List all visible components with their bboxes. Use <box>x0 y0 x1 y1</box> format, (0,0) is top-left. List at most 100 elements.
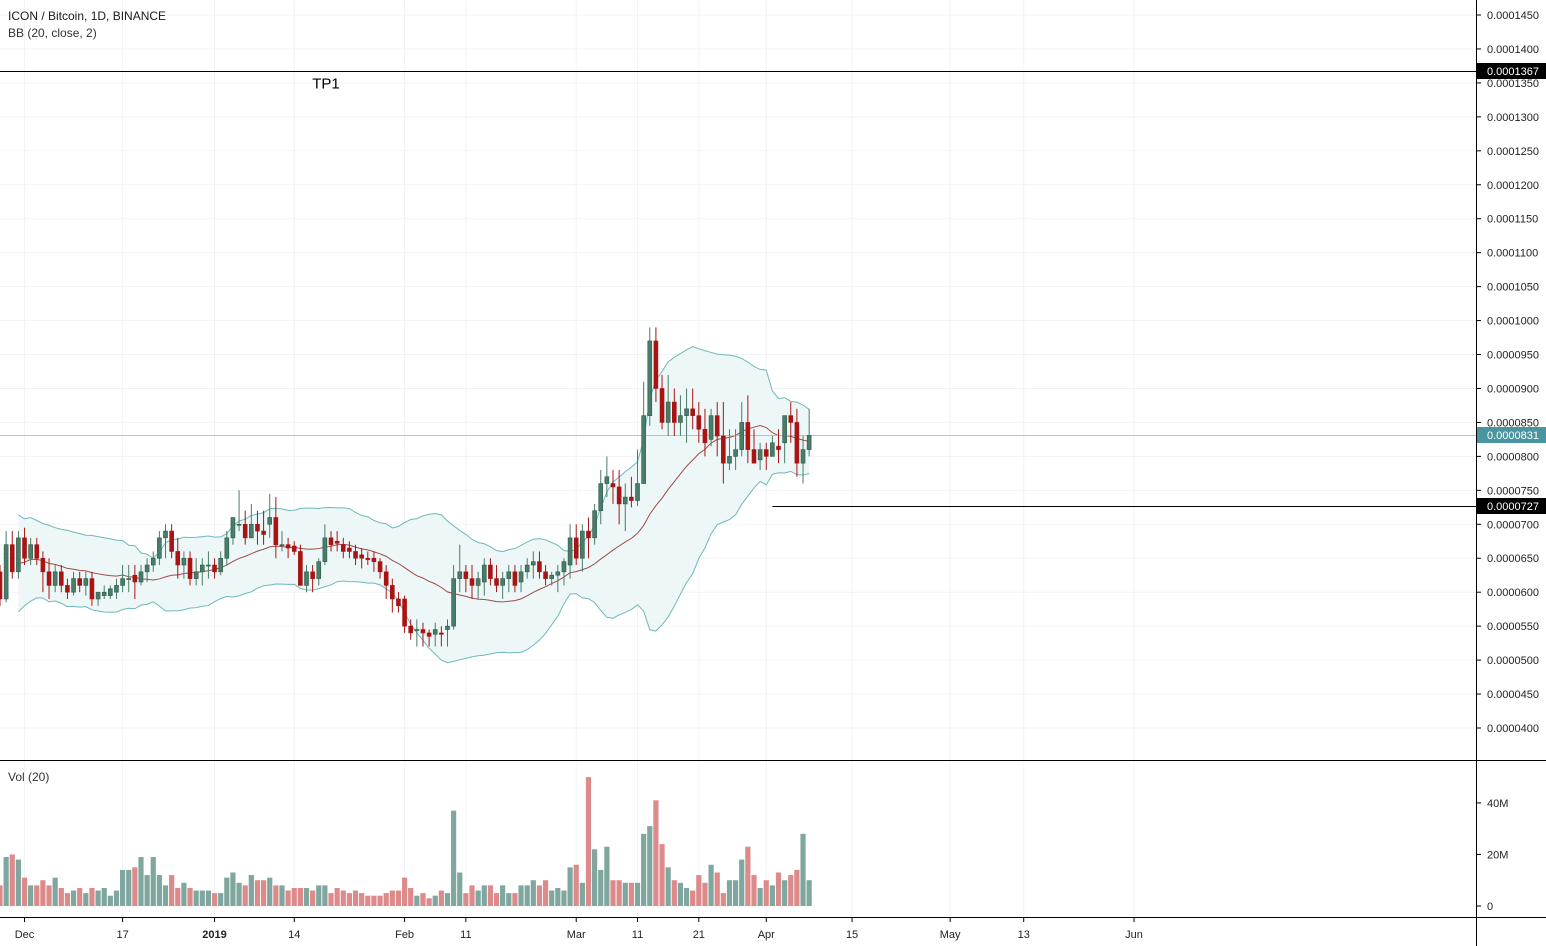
volume-bar[interactable] <box>763 880 769 906</box>
candle-body[interactable] <box>684 408 689 416</box>
volume-bar[interactable] <box>610 880 616 906</box>
candle-body[interactable] <box>157 537 162 559</box>
volume-bar[interactable] <box>469 885 475 906</box>
volume-bar[interactable] <box>132 867 138 906</box>
volume-bar[interactable] <box>696 875 702 906</box>
volume-bar[interactable] <box>518 885 524 906</box>
volume-bar[interactable] <box>126 869 132 906</box>
volume-bar[interactable] <box>383 893 389 906</box>
candle-body[interactable] <box>543 571 548 579</box>
candle-body[interactable] <box>721 435 726 464</box>
volume-bar[interactable] <box>224 877 230 906</box>
candle-body[interactable] <box>212 564 217 573</box>
volume-bar[interactable] <box>334 887 340 906</box>
volume-bar[interactable] <box>377 895 383 906</box>
candle-body[interactable] <box>426 632 432 637</box>
candle-body[interactable] <box>126 578 132 580</box>
volume-bar[interactable] <box>616 880 622 906</box>
candle-body[interactable] <box>249 523 254 539</box>
candle-body[interactable] <box>150 557 156 566</box>
volume-bar[interactable] <box>604 846 610 906</box>
candle-body[interactable] <box>371 557 377 562</box>
volume-bar[interactable] <box>745 846 751 906</box>
candle-body[interactable] <box>390 585 395 600</box>
candle-body[interactable] <box>408 625 414 634</box>
candle-body[interactable] <box>65 585 70 593</box>
candle-body[interactable] <box>279 544 285 546</box>
candle-body[interactable] <box>28 544 33 559</box>
volume-bar[interactable] <box>751 875 757 906</box>
volume-bar[interactable] <box>40 880 46 906</box>
candle-body[interactable] <box>592 510 597 539</box>
volume-bar[interactable] <box>451 810 457 906</box>
candle-body[interactable] <box>524 564 530 573</box>
candle-body[interactable] <box>647 340 653 416</box>
volume-bar[interactable] <box>205 890 212 906</box>
candle-body[interactable] <box>261 530 266 535</box>
volume-bar[interactable] <box>592 849 598 906</box>
candle-body[interactable] <box>414 629 420 631</box>
candle-body[interactable] <box>763 449 769 457</box>
candle-body[interactable] <box>776 445 781 450</box>
volume-bar[interactable] <box>242 885 248 906</box>
candle-body[interactable] <box>334 540 340 544</box>
volume-bar[interactable] <box>408 887 414 906</box>
volume-bar[interactable] <box>634 882 641 906</box>
candle-body[interactable] <box>506 571 512 579</box>
volume-bar[interactable] <box>444 893 451 906</box>
volume-bar[interactable] <box>21 877 28 906</box>
candle-body[interactable] <box>580 530 585 559</box>
volume-bar[interactable] <box>414 895 420 906</box>
candle-body[interactable] <box>83 578 89 586</box>
candle-body[interactable] <box>439 632 444 635</box>
volume-bar[interactable] <box>775 872 782 906</box>
candle-body[interactable] <box>739 422 745 450</box>
volume-bar[interactable] <box>714 872 720 906</box>
candle-body[interactable] <box>690 408 695 416</box>
volume-bar[interactable] <box>389 890 395 906</box>
candle-body[interactable] <box>34 544 40 559</box>
candle-body[interactable] <box>359 554 364 559</box>
volume-bar[interactable] <box>193 890 199 906</box>
candle-body[interactable] <box>794 422 800 464</box>
candle-body[interactable] <box>328 537 334 545</box>
volume-bar[interactable] <box>169 875 175 906</box>
candle-body[interactable] <box>702 428 708 444</box>
volume-bar[interactable] <box>34 885 40 906</box>
volume-bar[interactable] <box>395 890 402 906</box>
volume-bar[interactable] <box>291 887 297 906</box>
candle-body[interactable] <box>561 561 567 573</box>
volume-bar[interactable] <box>524 885 530 906</box>
volume-bar[interactable] <box>230 872 236 906</box>
candle-body[interactable] <box>199 564 205 573</box>
volume-bar[interactable] <box>120 869 126 906</box>
candle-body[interactable] <box>340 544 346 552</box>
volume-bar[interactable] <box>683 887 690 906</box>
volume-bar[interactable] <box>475 890 481 906</box>
candle-body[interactable] <box>316 561 322 579</box>
volume-bar[interactable] <box>218 893 224 906</box>
candle-body[interactable] <box>365 557 371 560</box>
volume-bar[interactable] <box>659 844 665 906</box>
volume-bar[interactable] <box>156 875 162 906</box>
candle-body[interactable] <box>218 557 223 573</box>
volume-bar[interactable] <box>536 885 543 906</box>
candle-body[interactable] <box>187 557 193 579</box>
candle-body[interactable] <box>224 537 230 559</box>
candle-body[interactable] <box>555 571 561 576</box>
candle-body[interactable] <box>475 578 481 586</box>
volume-bar[interactable] <box>107 895 113 906</box>
volume-bar[interactable] <box>555 887 561 906</box>
volume-bar[interactable] <box>800 833 806 906</box>
candle-body[interactable] <box>230 517 236 539</box>
candle-body[interactable] <box>598 483 604 512</box>
candle-body[interactable] <box>396 598 401 607</box>
candle-body[interactable] <box>751 449 757 464</box>
volume-bar[interactable] <box>641 833 647 906</box>
volume-bar[interactable] <box>401 877 408 906</box>
candle-body[interactable] <box>757 449 763 461</box>
candle-body[interactable] <box>144 564 150 573</box>
candle-body[interactable] <box>193 571 199 579</box>
volume-bar[interactable] <box>549 890 555 906</box>
volume-bar[interactable] <box>500 885 506 906</box>
